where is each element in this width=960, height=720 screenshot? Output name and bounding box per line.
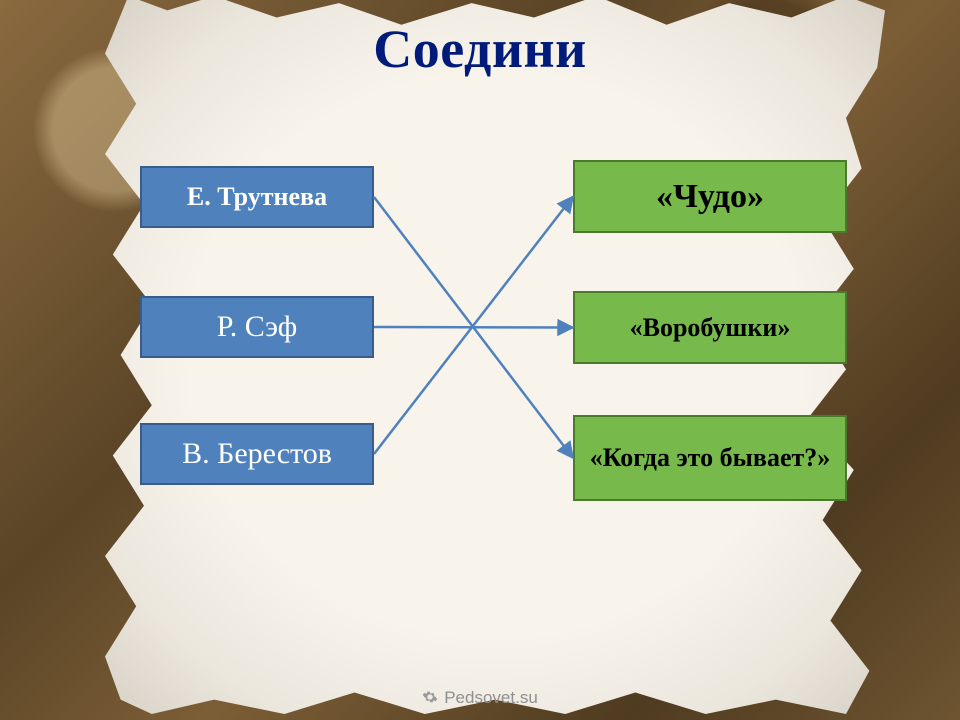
author-label: Е. Трутнева	[187, 183, 327, 210]
author-label: Р. Сэф	[217, 311, 297, 343]
work-label: «Воробушки»	[630, 314, 791, 341]
work-label: «Чудо»	[656, 179, 764, 215]
slide-title: Соедини	[0, 18, 960, 80]
work-box-2[interactable]: «Воробушки»	[573, 291, 847, 364]
author-label: В. Берестов	[182, 438, 332, 470]
gear-icon	[422, 689, 438, 710]
footer-text: Pedsovet.su	[444, 688, 538, 707]
footer-watermark: Pedsovet.su	[0, 688, 960, 710]
author-box-1[interactable]: Е. Трутнева	[140, 166, 374, 228]
author-box-2[interactable]: Р. Сэф	[140, 296, 374, 358]
author-box-3[interactable]: В. Берестов	[140, 423, 374, 485]
slide-stage: Соедини Е. Трутнева Р. Сэф В. Берестов «…	[0, 0, 960, 720]
work-label: «Когда это бывает?»	[590, 444, 831, 471]
work-box-1[interactable]: «Чудо»	[573, 160, 847, 233]
work-box-3[interactable]: «Когда это бывает?»	[573, 415, 847, 501]
